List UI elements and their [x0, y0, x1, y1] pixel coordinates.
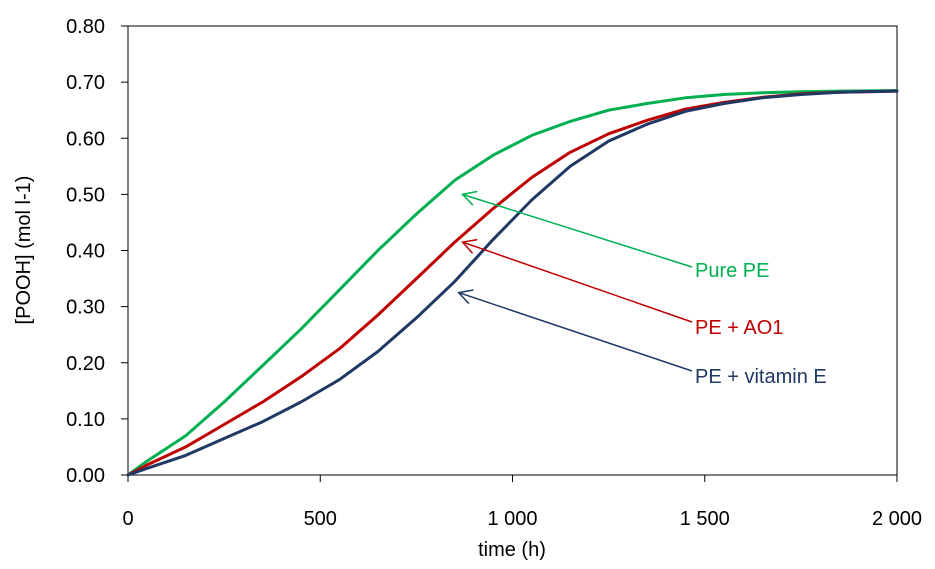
x-tick-label: 0 — [122, 508, 133, 530]
annotation-arrowhead — [461, 238, 478, 254]
x-tick-label: 1 500 — [680, 508, 730, 530]
annotation-label: Pure PE — [695, 260, 769, 282]
x-tick-label: 2 000 — [872, 508, 922, 530]
annotation-arrow-line — [462, 241, 693, 323]
y-tick-label: 0.30 — [66, 297, 105, 319]
series-group — [126, 89, 899, 477]
y-tick-label: 0.10 — [66, 409, 105, 431]
x-axis-ticks: 0 500 1 000 1 500 2 000 — [122, 475, 922, 530]
x-axis-title: time (h) — [478, 539, 546, 561]
series-line-pure-pe — [126, 89, 899, 477]
y-tick-label: 0.20 — [66, 353, 105, 375]
x-tick-label: 1 000 — [487, 508, 537, 530]
y-tick-label: 0.70 — [66, 72, 105, 94]
y-tick-label: 0.50 — [66, 184, 105, 206]
series-line-pe-ao1 — [126, 89, 899, 477]
y-tick-label: 0.00 — [66, 465, 105, 487]
annotation-arrow-line — [458, 291, 693, 372]
y-tick-label: 0.60 — [66, 128, 105, 150]
annotations-group: Pure PE PE + AO1 PE + vitamin E — [457, 190, 827, 388]
y-axis-ticks: 0.00 0.10 0.20 0.30 0.40 0.50 0.60 0.70 0.80 — [66, 16, 128, 487]
y-axis-title: [POOH] (mol l-1) — [13, 176, 35, 325]
annotation-arrowhead — [457, 289, 474, 305]
y-tick-label: 0.40 — [66, 241, 105, 263]
annotation-arrowhead — [461, 190, 478, 206]
x-tick-label: 500 — [304, 508, 337, 530]
annotation-label: PE + AO1 — [695, 317, 783, 339]
annotation-label: PE + vitamin E — [695, 366, 827, 388]
y-tick-label: 0.80 — [66, 16, 105, 38]
annotation-arrow-line — [462, 193, 693, 268]
series-line-pe-vitamin-e — [126, 89, 899, 477]
